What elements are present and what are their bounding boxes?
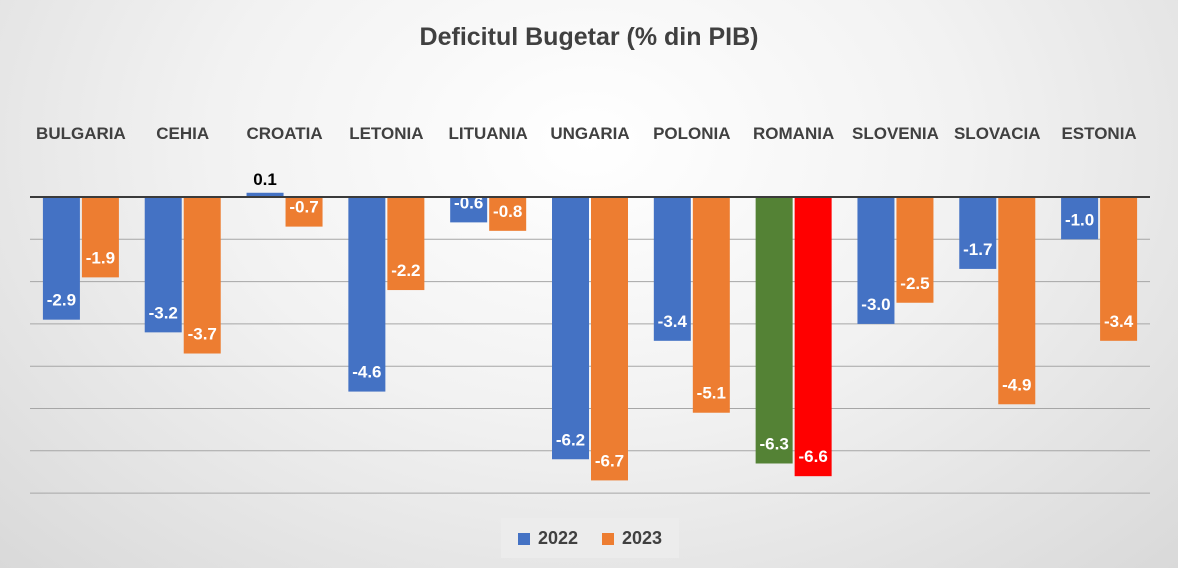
category-label: SLOVACIA <box>954 124 1041 143</box>
data-label: -6.7 <box>595 451 624 470</box>
data-label: -1.9 <box>86 248 115 267</box>
category-label: POLONIA <box>653 124 730 143</box>
category-label: ESTONIA <box>1061 124 1136 143</box>
bar-2023 <box>591 197 628 481</box>
bar-2023 <box>1100 197 1138 341</box>
category-label: BULGARIA <box>36 124 126 143</box>
category-labels: BULGARIA CEHIA CROATIA LETONIA LITUANIA UNGAR… <box>36 124 1137 143</box>
bars <box>42 192 1138 481</box>
data-label: -6.6 <box>798 447 827 466</box>
data-label: -2.5 <box>900 274 929 293</box>
category-label: LITUANIA <box>449 124 528 143</box>
data-label: -4.6 <box>352 363 381 382</box>
legend-swatch-2022 <box>518 532 530 545</box>
bar-2022 <box>653 197 691 341</box>
bar-2022 <box>42 197 80 320</box>
bar-2023 <box>285 197 323 227</box>
data-label: -3.2 <box>149 303 178 322</box>
legend: 2022 2023 <box>501 518 679 558</box>
category-label: SLOVENIA <box>852 124 939 143</box>
bar-2023 <box>896 197 934 303</box>
data-label: -1.7 <box>963 240 992 259</box>
category-label: CEHIA <box>156 124 209 143</box>
bar-2022 <box>144 197 182 333</box>
legend-swatch-2023 <box>602 532 614 545</box>
data-label: -0.6 <box>454 193 483 212</box>
data-label: -2.2 <box>391 261 420 280</box>
bar-2022 <box>1061 197 1099 240</box>
data-label: -3.4 <box>1104 312 1134 331</box>
data-label: -2.9 <box>47 291 76 310</box>
data-labels: -2.9 -3.2 0.1 -4.6 -0.6 -6.2 -3.4 -6.3 -3.0 -1.7 -… <box>47 170 1134 471</box>
legend-label-2022: 2022 <box>538 528 579 548</box>
bar-2023 <box>183 197 221 354</box>
legend-item-2023: 2023 <box>602 528 662 549</box>
bar-2023 <box>692 197 730 413</box>
bar-2022 <box>450 197 488 223</box>
data-label: -4.9 <box>1002 375 1031 394</box>
bar-2023 <box>998 197 1036 405</box>
chart-title: Deficitul Bugetar (% din PIB) <box>420 23 759 51</box>
data-label: -0.7 <box>289 198 318 217</box>
category-label: ROMANIA <box>753 124 834 143</box>
bar-2022 <box>755 197 793 464</box>
category-label: UNGARIA <box>550 124 629 143</box>
data-label: -3.4 <box>658 312 688 331</box>
data-label: -3.7 <box>188 325 217 344</box>
bar-2023 <box>794 197 832 477</box>
data-label: 0.1 <box>253 170 277 189</box>
legend-label-2023: 2023 <box>622 528 663 548</box>
bar-2022 <box>959 197 997 269</box>
bar-2022 <box>348 197 386 392</box>
data-label: -5.1 <box>697 384 726 403</box>
category-label: LETONIA <box>349 124 423 143</box>
bar-2022 <box>857 197 895 324</box>
bar-2023 <box>387 197 425 291</box>
data-label: -1.0 <box>1065 210 1094 229</box>
data-label: -0.8 <box>493 202 522 221</box>
data-label: -3.0 <box>861 295 890 314</box>
data-label: -6.3 <box>759 434 788 453</box>
bar-2023 <box>81 197 119 278</box>
bar-2022 <box>552 197 589 460</box>
data-label: -6.2 <box>556 430 585 449</box>
legend-item-2022: 2022 <box>518 528 578 549</box>
bar-2023 <box>489 197 527 231</box>
bar-2022 <box>246 192 284 197</box>
category-label: CROATIA <box>246 124 322 143</box>
